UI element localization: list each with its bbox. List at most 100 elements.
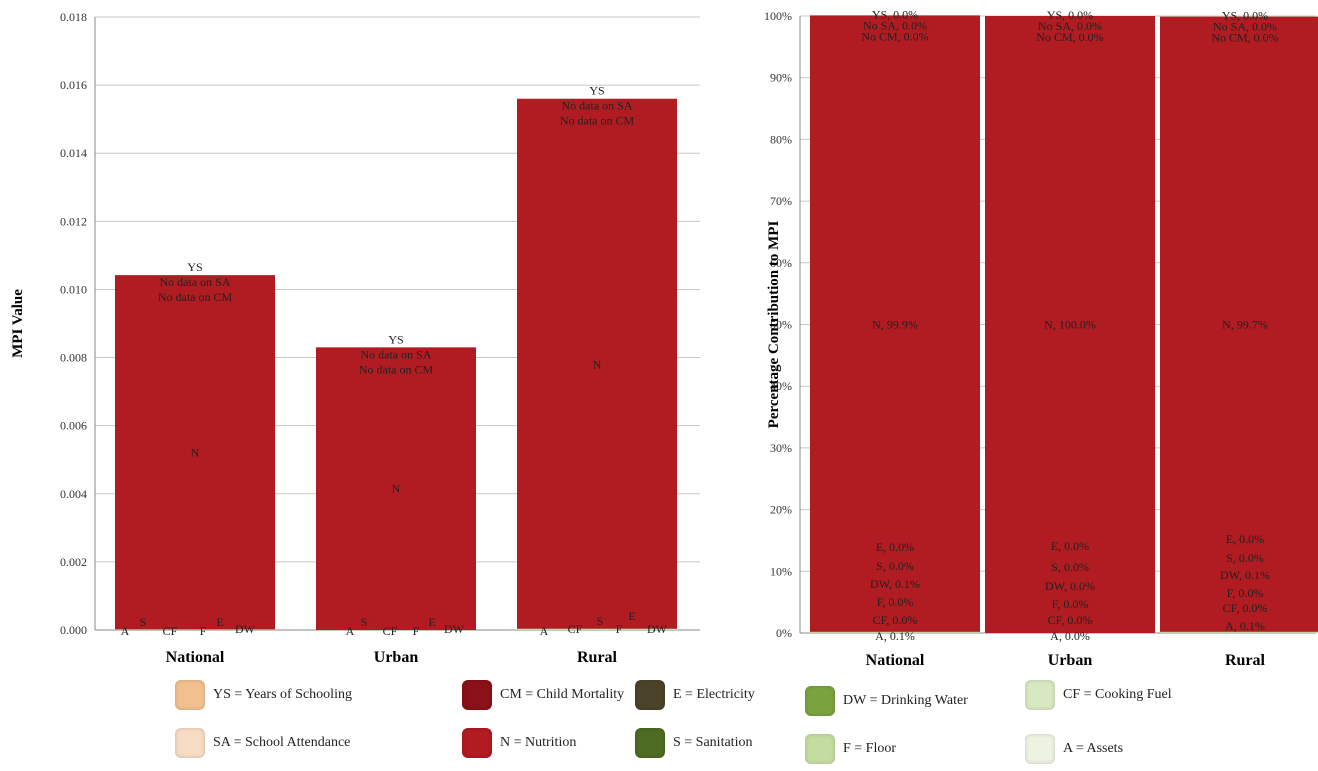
y-tick-label: 0.000: [60, 623, 87, 637]
legend-item-n: N = Nutrition: [462, 728, 576, 758]
bar-segment-a-rural: [1160, 632, 1318, 633]
segment-label-main: N, 99.9%: [872, 318, 918, 332]
segment-label-top: No CM, 0.0%: [1211, 31, 1278, 45]
segment-label-small: E, 0.0%: [876, 540, 914, 554]
legend-item-cf: CF = Cooking Fuel: [1025, 680, 1172, 710]
bar-segment-dw-rural: [517, 628, 677, 630]
legend-swatch: [805, 686, 835, 716]
legend-item-cm: CM = Child Mortality: [462, 680, 624, 710]
y-tick-label: 0.008: [60, 351, 87, 365]
legend-item-f: F = Floor: [805, 734, 896, 764]
segment-label-small: CF: [568, 622, 583, 636]
legend-swatch: [635, 680, 665, 710]
segment-label-top: YS, 0.0%: [1222, 9, 1268, 23]
segment-label-small: DW, 0.1%: [870, 577, 920, 591]
segment-label-top: No SA, 0.0%: [863, 18, 927, 32]
segment-label-small: S: [361, 615, 368, 629]
bar-segment-n-rural: [517, 98, 677, 629]
legend-swatch: [462, 680, 492, 710]
segment-label-top: No SA, 0.0%: [1213, 20, 1277, 34]
segment-label-small: S, 0.0%: [1226, 551, 1264, 565]
category-label: National: [866, 652, 925, 669]
legend-swatch: [1025, 680, 1055, 710]
y-tick-label: 90%: [770, 71, 792, 85]
legend: YS = Years of Schooling CM = Child Mortal…: [0, 672, 1318, 771]
segment-label-small: S, 0.0%: [1051, 560, 1089, 574]
y-tick-label: 40%: [770, 379, 792, 393]
segment-label-small: A, 0.1%: [875, 629, 915, 643]
legend-swatch: [805, 734, 835, 764]
y-tick-label: 30%: [770, 441, 792, 455]
segment-label-small: E: [628, 609, 635, 623]
legend-label: F = Floor: [843, 741, 897, 756]
segment-label-small: CF, 0.0%: [1048, 613, 1093, 627]
legend-item-s: S = Sanitation: [635, 728, 752, 758]
legend-item-ys: YS = Years of Schooling: [175, 680, 352, 710]
bar-segment-a-rural: [517, 629, 677, 630]
legend-label: N = Nutrition: [500, 735, 577, 750]
segment-label-small: E: [428, 615, 435, 629]
y-tick-label: 0.006: [60, 419, 87, 433]
legend-label: A = Assets: [1063, 741, 1124, 756]
segment-label-top: No data on SA: [160, 275, 231, 289]
segment-label-top: No data on CM: [158, 290, 233, 304]
y-tick-label: 20%: [770, 503, 792, 517]
y-tick-label: 0.016: [60, 78, 87, 92]
bar-segment-a-national: [810, 632, 980, 633]
legend-item-e: E = Electricity: [635, 680, 755, 710]
bar-segment-n-rural: [1160, 16, 1318, 632]
segment-label-small: S: [140, 615, 147, 629]
y-tick-label: 50%: [770, 318, 792, 332]
legend-swatch: [1025, 734, 1055, 764]
segment-label-small: F, 0.0%: [877, 595, 914, 609]
charts-canvas: 0.000 0.002 0.004 0.006 0.008 0.010 0.012 0.014…: [10, 7, 1318, 669]
bar-segment-n-urban: [316, 347, 476, 630]
segment-label-small: A: [346, 624, 355, 638]
y-tick-label: 0.010: [60, 282, 87, 296]
segment-label-top: YS, 0.0%: [1047, 8, 1093, 22]
bar-segment-dw-rural: [1160, 631, 1318, 633]
segment-label-small: E, 0.0%: [1051, 539, 1089, 553]
legend-swatch: [175, 680, 205, 710]
segment-label-small: F, 0.0%: [1052, 597, 1089, 611]
segment-label-main: N: [392, 482, 401, 496]
bar-segment-n-urban: [985, 16, 1155, 633]
segment-label-top: YS: [388, 332, 403, 346]
segment-label-small: CF: [163, 624, 178, 638]
segment-label-small: F: [413, 624, 420, 638]
y-tick-label: 70%: [770, 194, 792, 208]
segment-label-top: No data on SA: [562, 99, 633, 113]
segment-label-small: DW: [235, 622, 256, 636]
segment-label-small: A: [540, 624, 549, 638]
segment-label-small: DW: [444, 622, 465, 636]
bar-segment-n-national: [115, 275, 275, 630]
y-tick-label: 0.012: [60, 214, 87, 228]
segment-label-main: N, 100.0%: [1044, 318, 1096, 332]
y-tick-label: 0%: [776, 626, 792, 640]
category-label: Rural: [1225, 652, 1266, 669]
segment-label-small: S, 0.0%: [876, 559, 914, 573]
segment-label-main: N: [593, 357, 602, 371]
category-label: National: [166, 649, 225, 666]
segment-label-small: A: [121, 624, 130, 638]
segment-label-small: S: [597, 614, 604, 628]
y-tick-label: 0.002: [60, 555, 87, 569]
category-label: Urban: [1048, 652, 1093, 669]
legend-label: DW = Drinking Water: [843, 693, 968, 708]
percentage-contribution-chart: 0% 10% 20% 30% 40% 50% 60% 70% 80% 90% 100% Percent…: [764, 7, 1318, 669]
segment-label-small: CF: [383, 624, 398, 638]
y-tick-label: 60%: [770, 256, 792, 270]
legend-label: YS = Years of Schooling: [213, 687, 352, 702]
mpi-value-chart: 0.000 0.002 0.004 0.006 0.008 0.010 0.012 0.014…: [10, 10, 700, 666]
segment-label-small: DW, 0.1%: [1220, 568, 1270, 582]
segment-label-top: No data on CM: [359, 362, 434, 376]
segment-label-top: No CM, 0.0%: [861, 29, 928, 43]
y-axis-title: Percentage Contribution to MPI: [766, 221, 782, 429]
segment-label-top: YS, 0.0%: [872, 7, 918, 21]
segment-label-small: A, 0.0%: [1050, 629, 1090, 643]
legend-swatch: [635, 728, 665, 758]
segment-label-top: No CM, 0.0%: [1036, 30, 1103, 44]
segment-label-small: A, 0.1%: [1225, 619, 1265, 633]
legend-label: S = Sanitation: [673, 735, 753, 750]
bar-segment-dw-national: [810, 631, 980, 633]
